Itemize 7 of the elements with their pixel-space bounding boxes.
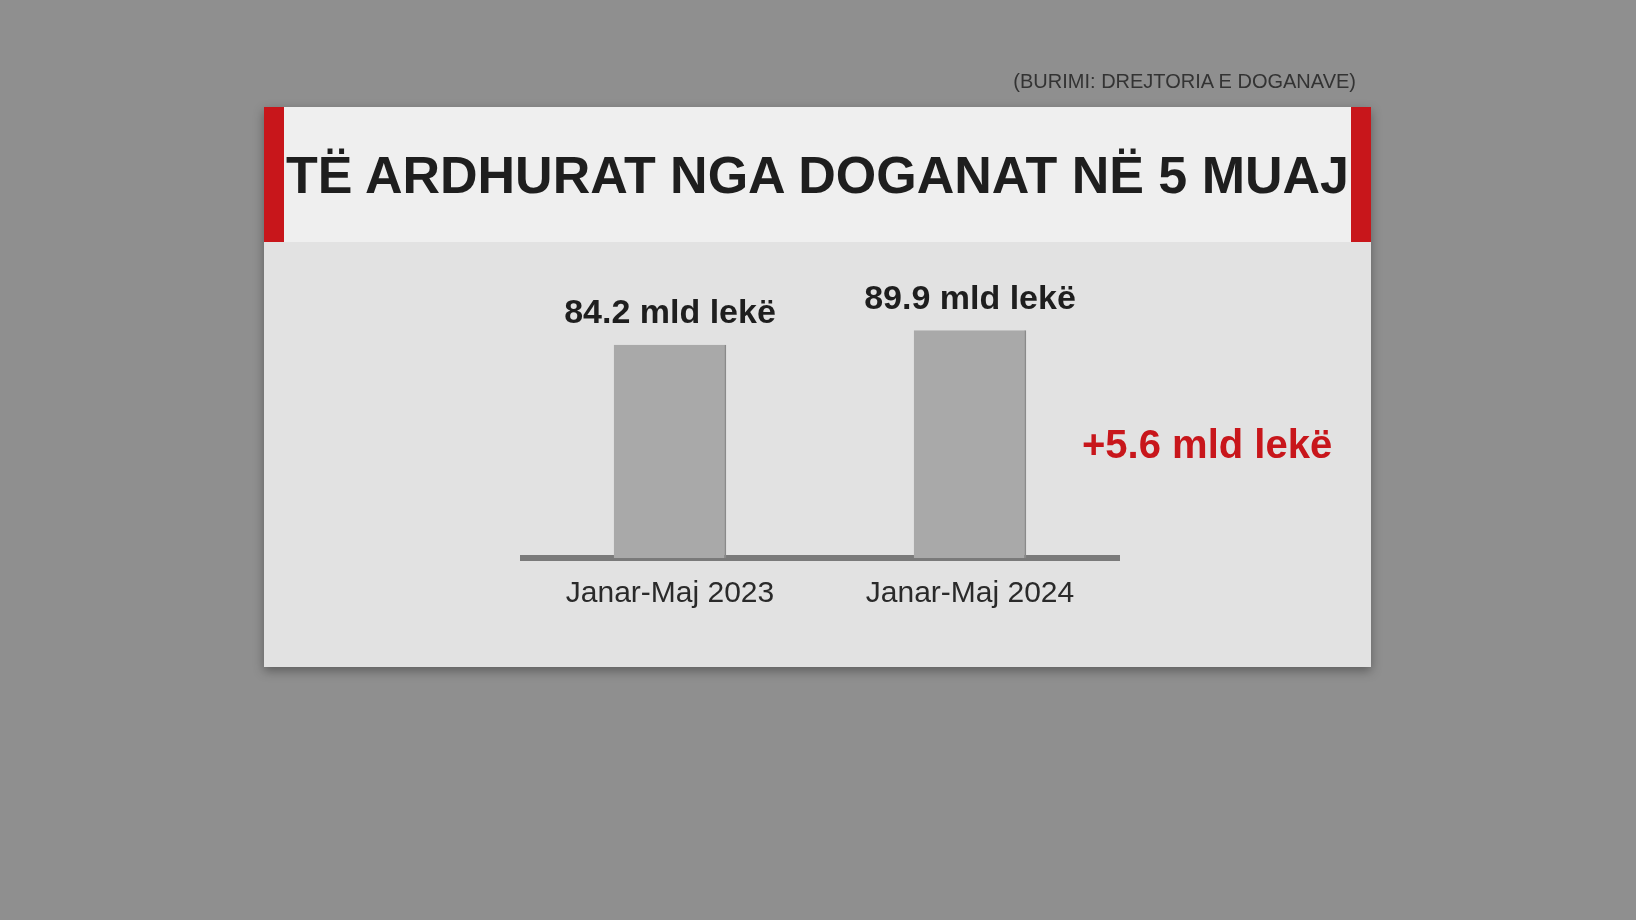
annotation: +5.6 mld lekë bbox=[1082, 422, 1333, 467]
chart-title: TË ARDHURAT NGA DOGANAT NË 5 MUAJ bbox=[285, 144, 1350, 205]
text: (BURIMI: DREJTORIA E DOGANAVE) bbox=[1013, 70, 1356, 93]
data-label: 89.9 mld lekë bbox=[864, 277, 1076, 316]
data-label: 84.2 mld lekë bbox=[564, 292, 776, 331]
x-tick-label: Janar-Maj 2023 bbox=[565, 575, 775, 609]
x-tick-label: Janar-Maj 2024 bbox=[865, 575, 1075, 609]
